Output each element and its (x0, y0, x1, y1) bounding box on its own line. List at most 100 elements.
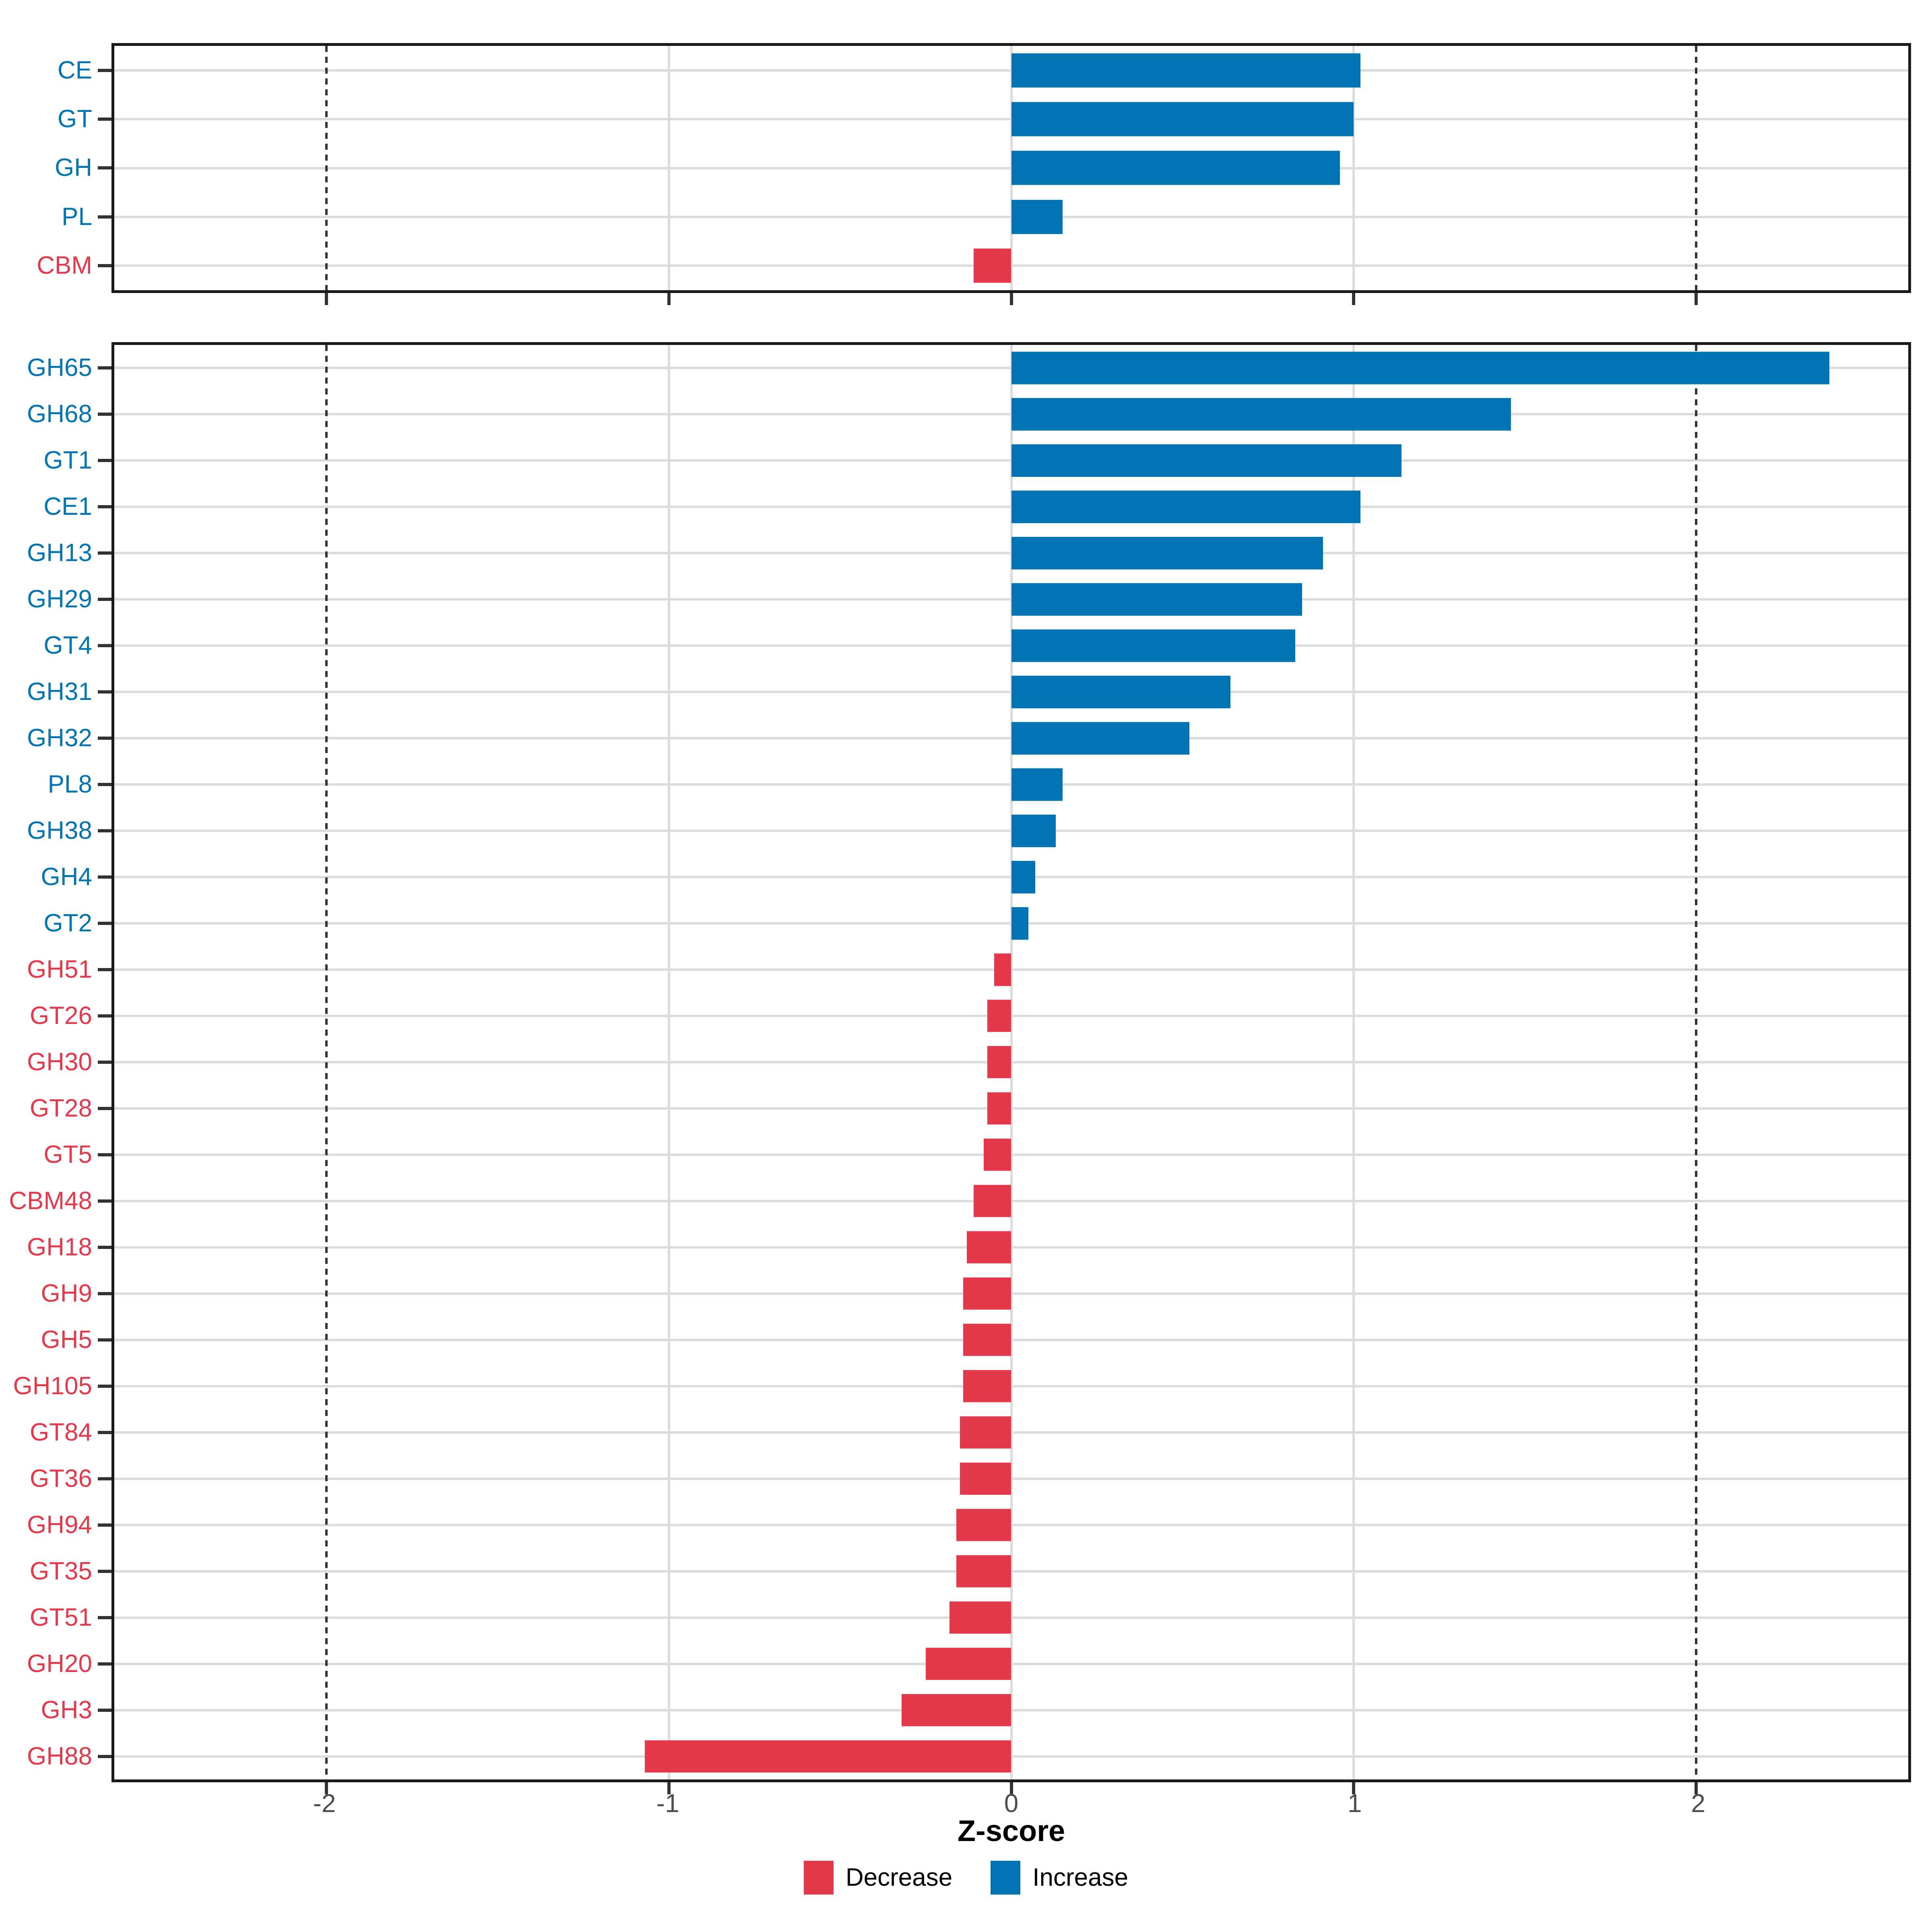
category-label-ce1: CE1 (43, 493, 92, 521)
rows-layer: CE GT GH PL CBM (37, 46, 1908, 290)
y-axis-tick (98, 1384, 111, 1388)
category-label-gt28: GT28 (29, 1094, 92, 1122)
bar-row: GT (58, 95, 1908, 143)
y-axis-tick (98, 166, 111, 170)
y-axis-tick (98, 1477, 111, 1480)
bar-row: CBM48 (9, 1178, 1908, 1224)
category-label-gh: GH (55, 154, 92, 182)
category-label-gh5: GH5 (41, 1325, 92, 1354)
bar-row: GT35 (30, 1548, 1908, 1594)
dashed-reference-line (325, 46, 328, 290)
x-axis-tick (667, 1782, 671, 1794)
zscore-bar-gh18 (966, 1231, 1011, 1264)
bottom-panel-cazyme-families: GH65 GH68 GT1 CE1 GH13 GH29 GT4 GH31 GH32 PL8 GH38… (9, 342, 1911, 1794)
bar-row: GT26 (30, 993, 1908, 1039)
zscore-bar-ce (1011, 53, 1361, 88)
legend-item-increase: Increase (991, 1861, 1128, 1895)
y-axis-tick (98, 690, 111, 694)
category-label-pl8: PL8 (47, 770, 92, 799)
x-axis-tick (1352, 293, 1356, 305)
x-axis-tick (1009, 1782, 1013, 1794)
bar-row: GH9 (41, 1270, 1908, 1317)
y-axis-tick (98, 118, 111, 121)
y-axis-tick (98, 1662, 111, 1666)
dashed-line-layer (114, 345, 1908, 1779)
y-axis-tick (98, 264, 111, 268)
y-axis-tick (98, 1754, 111, 1758)
vertical-gridline (667, 46, 670, 290)
zscore-bar-gh51 (994, 953, 1011, 986)
zscore-bar-gh32 (1011, 722, 1189, 755)
y-axis-tick (98, 783, 111, 786)
category-label-ce: CE (57, 56, 92, 84)
y-axis-tick (98, 1569, 111, 1573)
y-axis-tick (98, 505, 111, 509)
zscore-bar-gh (1011, 151, 1340, 185)
bar-row: GH65 (27, 345, 1908, 391)
zscore-bar-gh3 (902, 1694, 1011, 1726)
y-axis-tick (98, 366, 111, 370)
dashed-line-layer (114, 46, 1908, 290)
x-tick-label: 1 (1347, 1789, 1362, 1818)
category-label-gt35: GT35 (29, 1557, 92, 1585)
zscore-bar-gh68 (1011, 398, 1511, 431)
zscore-bar-gh4 (1011, 861, 1036, 894)
x-tick-label: 0 (1004, 1789, 1019, 1818)
zscore-bar-gt (1011, 102, 1354, 136)
rows-layer: GH65 GH68 GT1 CE1 GH13 GH29 GT4 GH31 GH32 PL8 GH38… (9, 345, 1908, 1779)
category-label-pl: PL (62, 202, 92, 231)
zscore-bar-cbm (973, 248, 1011, 283)
category-label-gh105: GH105 (13, 1372, 92, 1400)
y-axis-tick (98, 922, 111, 925)
zscore-bar-ce1 (1011, 491, 1361, 523)
category-label-gh88: GH88 (27, 1742, 92, 1770)
category-label-cbm: CBM (37, 252, 92, 280)
zscore-bar-gh13 (1011, 537, 1323, 570)
y-axis-tick (98, 1338, 111, 1342)
bar-row: GH68 (27, 391, 1908, 438)
dashed-reference-line (1695, 46, 1697, 290)
x-axis-title: Z-score (957, 1814, 1065, 1847)
bar-row: PL8 (48, 762, 1908, 808)
vertical-gridline (667, 345, 670, 1779)
bar-row: GH30 (27, 1039, 1908, 1086)
bar-row: GH5 (41, 1317, 1908, 1363)
x-axis-tick (1009, 293, 1013, 305)
legend-label-increase: Increase (1032, 1864, 1129, 1891)
category-label-cbm48: CBM48 (9, 1187, 92, 1215)
category-label-gh29: GH29 (27, 585, 92, 613)
zscore-bar-gt35 (956, 1555, 1011, 1587)
zscore-bar-gh88 (645, 1740, 1011, 1773)
zscore-bar-gh65 (1011, 352, 1830, 384)
zscore-bar-gh105 (963, 1370, 1011, 1402)
y-axis-tick (98, 551, 111, 555)
bar-row: GH3 (41, 1687, 1908, 1733)
bar-row: GH105 (13, 1363, 1908, 1409)
bar-row: GH38 (27, 808, 1908, 854)
bar-row: GH51 (27, 947, 1908, 993)
category-label-gt5: GT5 (43, 1140, 92, 1168)
bar-row: GT84 (30, 1409, 1908, 1455)
y-axis-tick (98, 1430, 111, 1434)
category-label-gh13: GH13 (27, 539, 92, 567)
zscore-bar-gh30 (987, 1046, 1011, 1079)
category-label-gt36: GT36 (29, 1464, 92, 1492)
x-axis-tick (325, 1782, 328, 1794)
y-axis-tick (98, 459, 111, 462)
y-axis-tick (98, 737, 111, 740)
category-label-gh32: GH32 (27, 724, 92, 752)
bar-row: GH18 (27, 1224, 1908, 1270)
zscore-bar-gt5 (984, 1138, 1011, 1171)
category-label-gh94: GH94 (27, 1511, 92, 1539)
zscore-bar-gt28 (987, 1092, 1011, 1125)
y-axis-tick (98, 1106, 111, 1110)
bar-row: GH29 (27, 576, 1908, 623)
zscore-bar-gh29 (1011, 583, 1302, 616)
bar-row: CE (58, 46, 1908, 95)
y-axis-tick (98, 68, 111, 72)
category-label-gt1: GT1 (43, 446, 92, 475)
y-axis-tick (98, 215, 111, 219)
bar-row: GH88 (27, 1733, 1908, 1779)
y-axis-tick (98, 644, 111, 648)
zscore-bar-gt51 (949, 1601, 1011, 1634)
